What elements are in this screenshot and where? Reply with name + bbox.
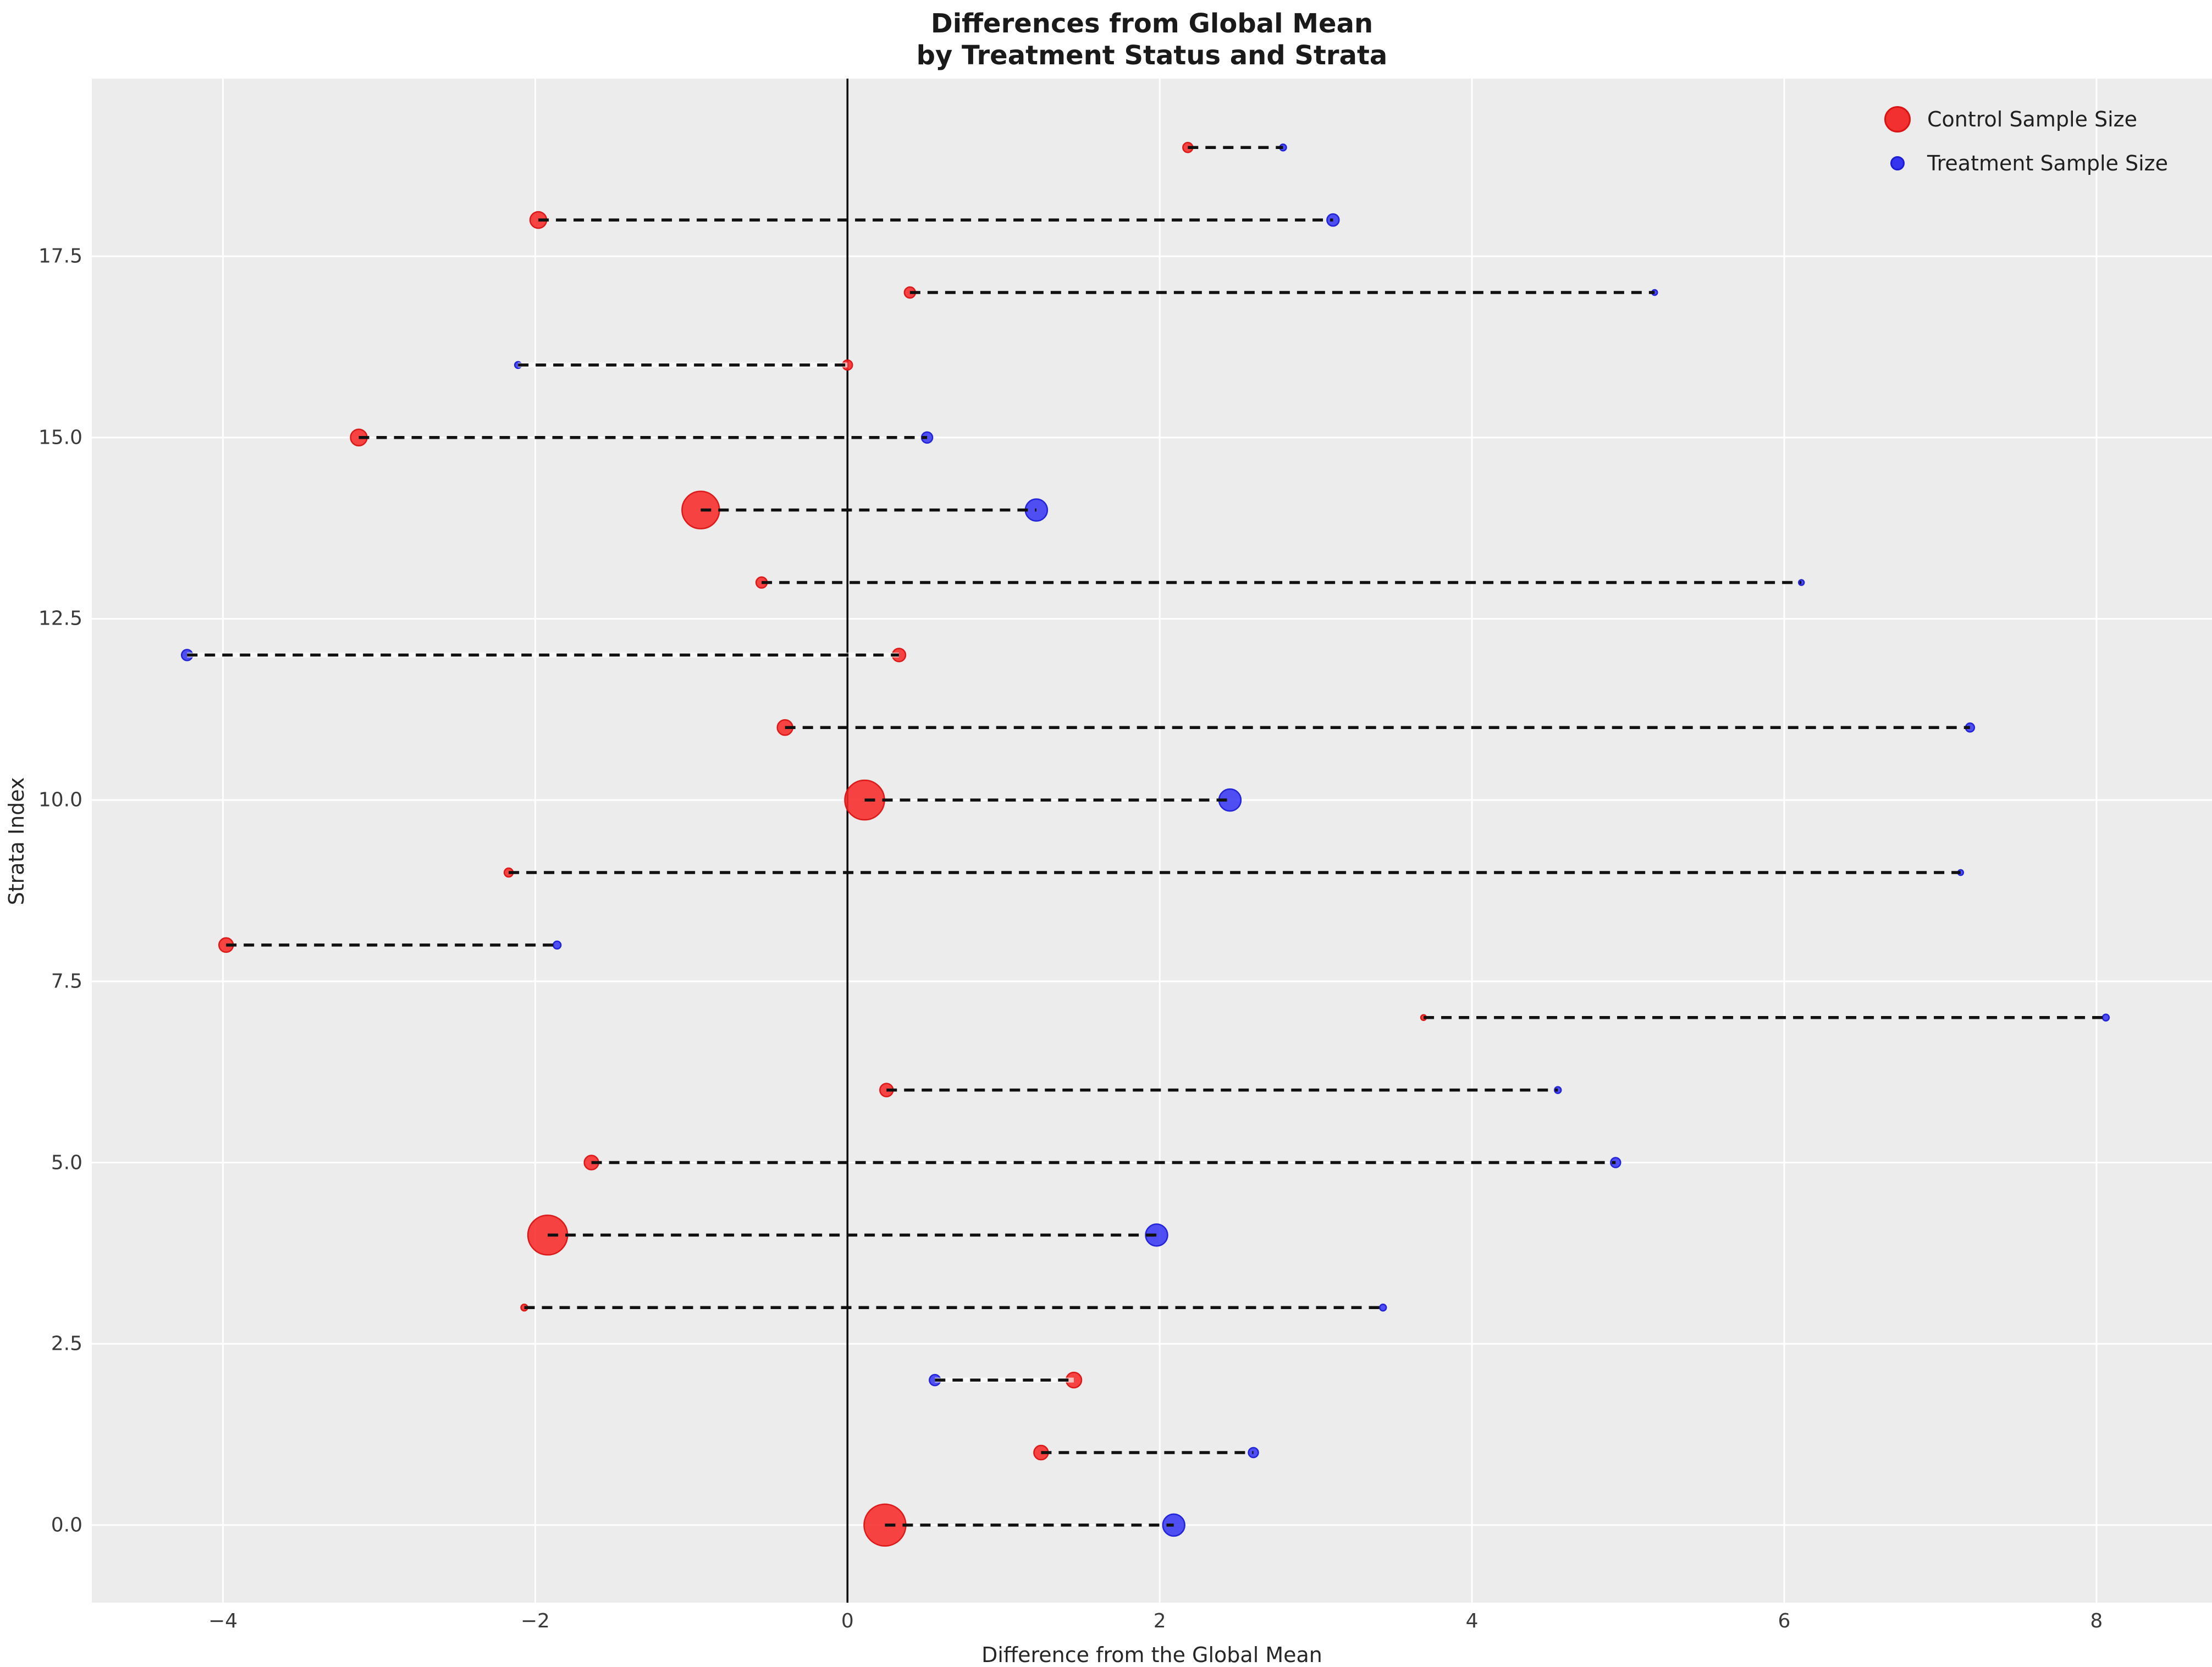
y-tick-label: 7.5 [51, 970, 82, 993]
x-tick-label: 6 [1778, 1610, 1791, 1632]
chart-title-line2: by Treatment Status and Strata [916, 40, 1388, 71]
treatment-dot [1145, 1223, 1168, 1247]
treatment-legend-marker-icon [1890, 156, 1905, 170]
y-tick-label: 10.0 [38, 788, 82, 812]
y-tick-label: 15.0 [38, 426, 82, 449]
y-tick-label: 0.0 [51, 1514, 82, 1537]
treatment-dot [1610, 1157, 1621, 1168]
x-tick-label: −2 [520, 1610, 550, 1632]
x-tick-label: 8 [2090, 1610, 2103, 1632]
legend-label-control: Control Sample Size [1927, 107, 2138, 131]
control-legend-marker-icon [1884, 106, 1911, 133]
y-tick-label: 5.0 [51, 1151, 82, 1174]
x-axis-label: Difference from the Global Mean [981, 1643, 1322, 1667]
legend-label-treatment: Treatment Sample Size [1927, 151, 2169, 175]
y-tick-label: 12.5 [38, 607, 82, 630]
chart-title-line1: Differences from Global Mean [930, 8, 1373, 39]
y-tick-label: 17.5 [38, 245, 82, 268]
plot-area-background [92, 79, 2212, 1603]
y-tick-label: 2.5 [51, 1332, 82, 1355]
chart-title: Differences from Global Mean by Treatmen… [92, 8, 2212, 71]
x-tick-label: 2 [1153, 1610, 1166, 1632]
x-tick-label: −4 [208, 1610, 238, 1632]
treatment-dot [1378, 1304, 1387, 1312]
x-tick-label: 0 [841, 1610, 854, 1632]
x-tick-label: 4 [1465, 1610, 1479, 1632]
